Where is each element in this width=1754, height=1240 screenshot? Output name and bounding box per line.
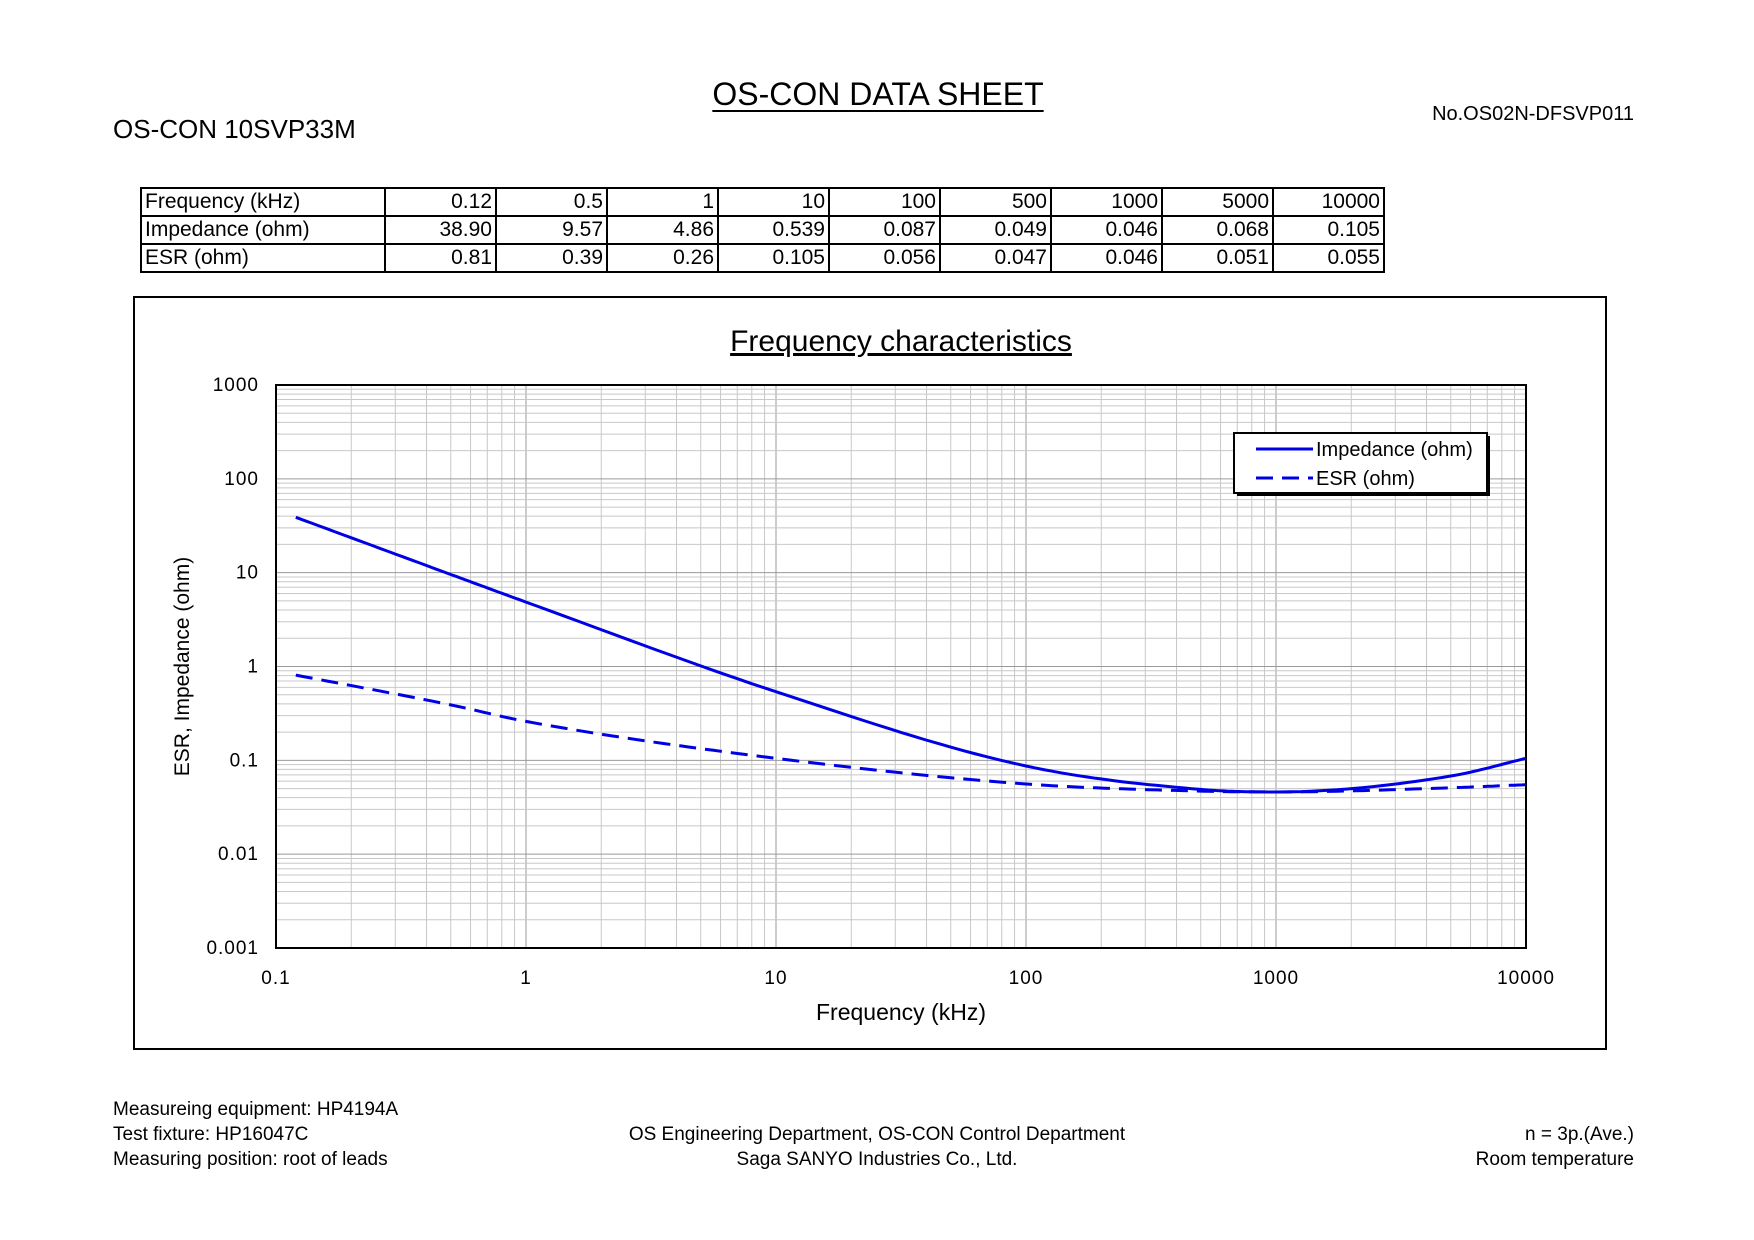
plot-area-border	[275, 384, 1527, 949]
impedance-series-line	[295, 515, 1527, 794]
table-cell: 0.051	[1161, 243, 1274, 273]
footer-fixture: Test fixture: HP16047C	[113, 1124, 309, 1145]
table-cell: 0.049	[939, 215, 1052, 245]
footer-equipment: Measureing equipment: HP4194A	[113, 1099, 399, 1120]
y-axis-label: ESR, Impedance (ohm)	[171, 557, 194, 776]
page-title: OS-CON DATA SHEET	[0, 76, 1754, 113]
table-cell: 0.5	[495, 187, 608, 217]
frequency-chart: 0.1 1 10 100 1000 10000 1000 100 10 1 0.1 0.01 0.001…	[171, 325, 1555, 1025]
x-tick-label: 1000	[1253, 968, 1299, 989]
table-cell: 0.105	[1272, 215, 1385, 245]
table-cell: 0.046	[1050, 215, 1163, 245]
table-cell: 38.90	[384, 215, 497, 245]
legend-box	[1233, 432, 1488, 494]
chart-title: Frequency characteristics	[730, 325, 1072, 358]
y-tick-label: 0.001	[206, 938, 259, 959]
table-cell: 0.39	[495, 243, 608, 273]
table-cell: 0.087	[828, 215, 941, 245]
table-cell: 500	[939, 187, 1052, 217]
table-cell: 0.539	[717, 215, 830, 245]
chart-frame: 0.1 1 10 100 1000 10000 1000 100 10 1 0.1 0.01 0.001…	[133, 296, 1607, 1050]
document-number: No.OS02N-DFSVP011	[1432, 103, 1634, 125]
y-tick-label: 1	[247, 657, 259, 678]
table-cell: 1	[606, 187, 719, 217]
x-tick-label: 1	[520, 968, 532, 989]
footer-temperature: Room temperature	[1475, 1149, 1634, 1170]
footer-company: Saga SANYO Industries Co., Ltd.	[736, 1149, 1018, 1170]
table-cell: 1000	[1050, 187, 1163, 217]
table-cell: 0.105	[717, 243, 830, 273]
table-cell: 0.046	[1050, 243, 1163, 273]
legend-label: Impedance (ohm)	[1316, 439, 1473, 461]
table-row-label: Impedance (ohm)	[140, 215, 386, 245]
table-cell: 4.86	[606, 215, 719, 245]
y-tick-label: 100	[224, 469, 259, 490]
y-tick-label: 10	[236, 563, 259, 584]
model-name: OS-CON 10SVP33M	[113, 114, 356, 144]
footer-position: Measuring position: root of leads	[113, 1149, 388, 1170]
table-row-label: ESR (ohm)	[140, 243, 386, 273]
footer-department: OS Engineering Department, OS-CON Contro…	[628, 1124, 1126, 1145]
table-row-impedance: Impedance (ohm) 38.90 9.57 4.86 0.539 0.087 0.…	[140, 215, 1385, 245]
y-tick-label: 0.01	[218, 844, 259, 865]
table-cell: 100	[828, 187, 941, 217]
table-cell: 0.056	[828, 243, 941, 273]
measurement-table: Frequency (kHz) 0.12 0.5 1 10 100 500 1000 5000 1…	[140, 187, 1385, 273]
x-tick-label: 10	[764, 968, 787, 989]
table-cell: 0.055	[1272, 243, 1385, 273]
table-row-frequency: Frequency (kHz) 0.12 0.5 1 10 100 500 1000 5000 1…	[140, 187, 1385, 217]
table-cell: 5000	[1161, 187, 1274, 217]
footer-sample-count: n = 3p.(Ave.)	[1525, 1124, 1634, 1145]
legend-label: ESR (ohm)	[1316, 468, 1415, 490]
x-tick-label: 0.1	[261, 968, 290, 989]
table-cell: 10000	[1272, 187, 1385, 217]
y-tick-label: 1000	[213, 375, 259, 396]
esr-series-line	[295, 673, 1527, 794]
x-axis-label: Frequency (kHz)	[816, 999, 986, 1025]
page-title-text: OS-CON DATA SHEET	[712, 76, 1044, 112]
x-tick-label: 10000	[1497, 968, 1555, 989]
table-cell: 0.81	[384, 243, 497, 273]
table-cell: 9.57	[495, 215, 608, 245]
table-row-esr: ESR (ohm) 0.81 0.39 0.26 0.105 0.056 0.047 0.04…	[140, 243, 1385, 273]
table-row-label: Frequency (kHz)	[140, 187, 386, 217]
y-tick-label: 0.1	[230, 750, 259, 771]
table-cell: 0.12	[384, 187, 497, 217]
table-cell: 0.068	[1161, 215, 1274, 245]
table-cell: 0.047	[939, 243, 1052, 273]
table-cell: 10	[717, 187, 830, 217]
x-tick-label: 100	[1009, 968, 1044, 989]
table-cell: 0.26	[606, 243, 719, 273]
